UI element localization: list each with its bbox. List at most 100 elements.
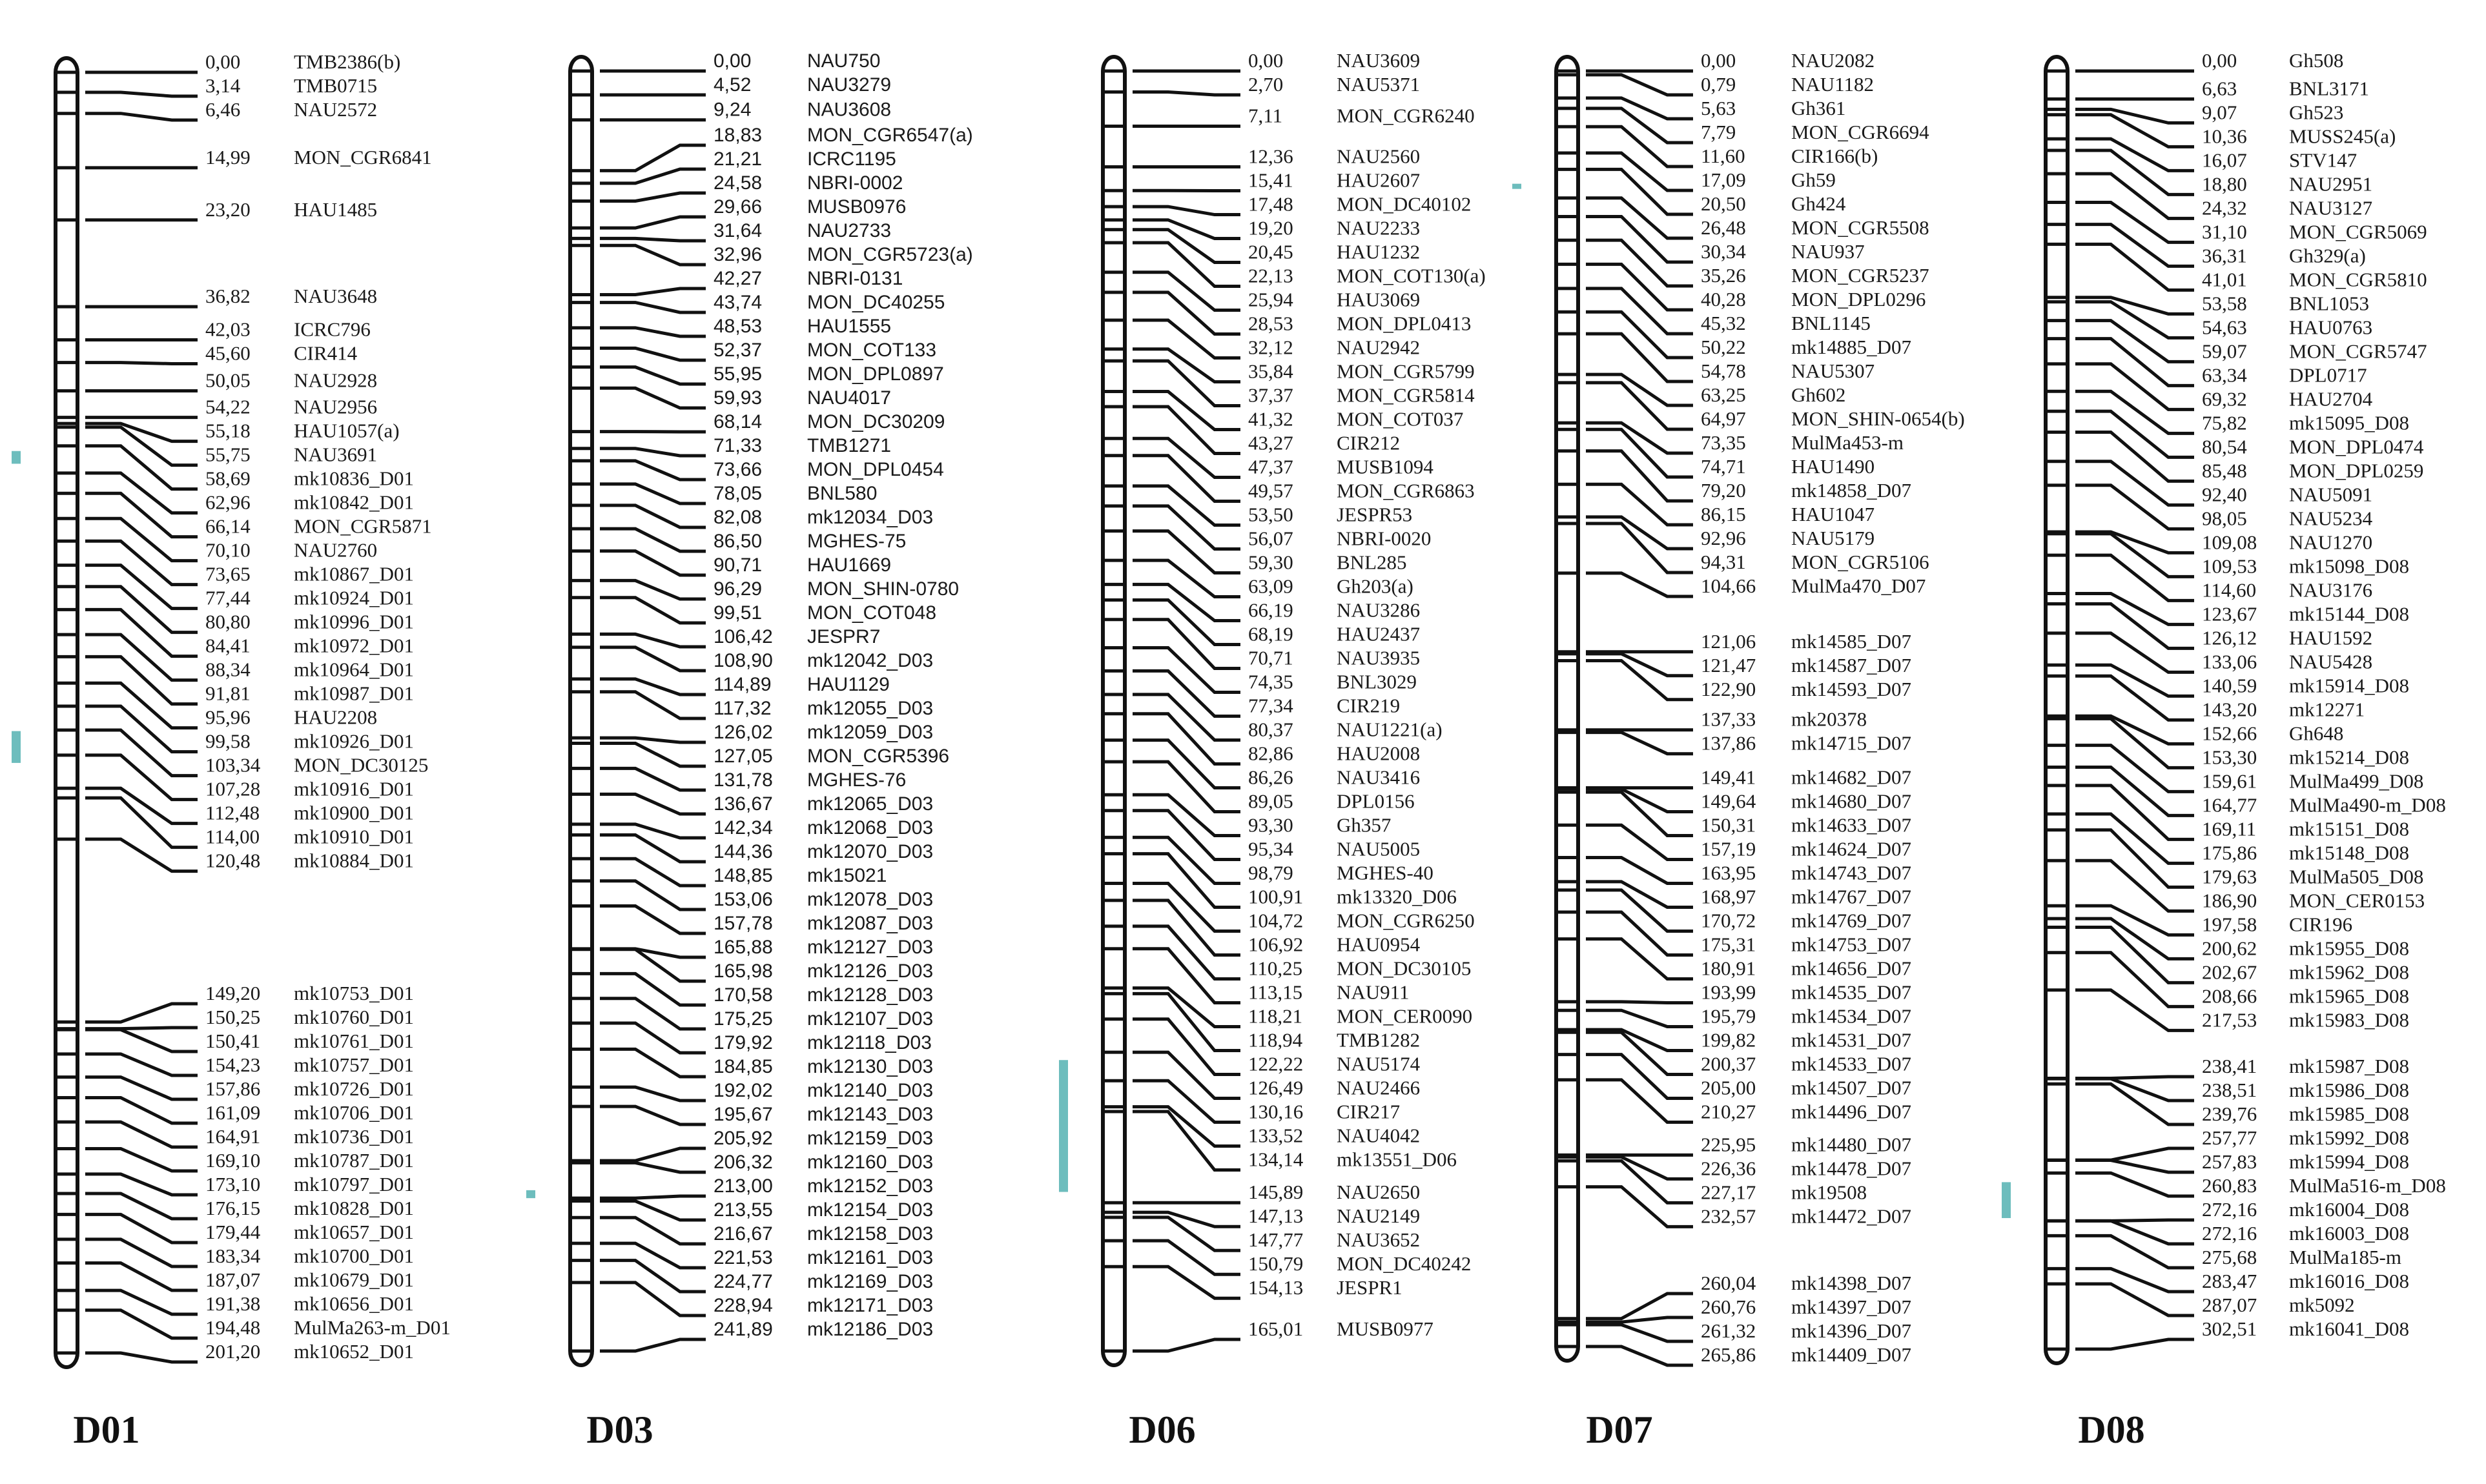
marker-name: NAU1182 xyxy=(1791,73,1874,96)
marker-name: MON_SHIN-0780 xyxy=(807,578,959,600)
marker-name: HAU1129 xyxy=(807,674,890,695)
marker-NAU3608: 9,24 NAU3608 xyxy=(600,99,891,122)
marker-MON_CGR5106: 94,31 MON_CGR5106 xyxy=(1586,522,1929,574)
marker-position: 16,07 xyxy=(2202,148,2247,171)
marker-name: NAU2951 xyxy=(2289,172,2372,195)
marker-NAU2733: 31,64 NAU2733 xyxy=(600,220,891,243)
marker-connector-line xyxy=(600,365,706,386)
marker-position: 200,37 xyxy=(1701,1052,1756,1075)
marker-name: mk14682_D07 xyxy=(1791,766,1911,788)
marker-MON_CER0153: 186,90 MON_CER0153 xyxy=(2075,859,2425,913)
marker-connector-line xyxy=(85,422,198,443)
marker-connector-line xyxy=(600,301,706,314)
marker-name: mk12118_D03 xyxy=(807,1032,932,1053)
marker-mk15992_D08: 257,77 mk15992_D08 xyxy=(2075,1126,2409,1162)
marker-NBRI-0020: 56,07 NBRI-0020 xyxy=(1133,504,1431,551)
marker-name: MON_CGR6841 xyxy=(294,146,432,168)
marker-name: HAU2607 xyxy=(1337,169,1420,192)
marker-connector-line xyxy=(600,1085,706,1103)
marker-connector-line xyxy=(85,1261,198,1292)
marker-connector-line xyxy=(1586,1028,1693,1052)
marker-mk14593_D07: 122,90 mk14593_D07 xyxy=(1586,658,1911,702)
marker-name: MUSB1094 xyxy=(1337,456,1433,478)
marker-MulMa470_D07: 104,66 MulMa470_D07 xyxy=(1586,571,1926,598)
marker-name: mk15962_D08 xyxy=(2289,961,2409,983)
marker-position: 104,72 xyxy=(1248,910,1303,932)
qtl-region-marker xyxy=(1512,183,1521,189)
marker-position: 55,18 xyxy=(205,420,251,442)
marker-position: 86,26 xyxy=(1248,766,1293,789)
marker-connector-line xyxy=(1133,693,1240,742)
marker-connector-line xyxy=(600,243,706,267)
marker-connector-line xyxy=(2075,483,2194,531)
marker-connector-line xyxy=(2075,362,2194,411)
marker-NAU2082: 0,00 NAU2082 xyxy=(1586,49,1875,73)
marker-position: 225,95 xyxy=(1701,1133,1756,1155)
marker-name: mk12171_D03 xyxy=(807,1295,933,1316)
marker-MON_COT037: 41,32 MON_COT037 xyxy=(1133,390,1463,432)
marker-name: mk12169_D03 xyxy=(807,1271,933,1292)
marker-position: 71,33 xyxy=(714,435,762,456)
marker-connector-line xyxy=(2075,113,2194,148)
marker-name: NAU1221(a) xyxy=(1337,718,1443,741)
marker-position: 77,34 xyxy=(1248,695,1293,717)
marker-position: 114,60 xyxy=(2202,578,2256,601)
marker-mk13320_D06: 100,91 mk13320_D06 xyxy=(1133,852,1457,910)
marker-connector-line xyxy=(85,112,198,122)
marker-name: NAU937 xyxy=(1791,240,1865,263)
marker-BNL3171: 6,63 BNL3171 xyxy=(2075,77,2369,101)
marker-connector-line xyxy=(85,444,198,491)
marker-mk10884_D01: 120,48 mk10884_D01 xyxy=(85,837,414,873)
marker-position: 96,29 xyxy=(714,578,762,600)
marker-connector-line xyxy=(85,753,198,802)
marker-connector-line xyxy=(1133,241,1240,289)
marker-position: 54,78 xyxy=(1701,360,1746,382)
marker-name: mk15021 xyxy=(807,865,887,886)
marker-position: 68,14 xyxy=(714,411,762,432)
marker-position: 134,14 xyxy=(1248,1148,1304,1171)
marker-mk12186_D03: 241,89 mk12186_D03 xyxy=(600,1319,933,1353)
marker-name: mk16003_D08 xyxy=(2289,1222,2409,1245)
marker-HAU1485: 23,20 HAU1485 xyxy=(85,198,377,222)
marker-mk10910_D01: 114,00 mk10910_D01 xyxy=(85,796,414,849)
marker-MON_CGR5396: 127,05 MON_CGR5396 xyxy=(600,742,949,768)
marker-name: mk15965_D08 xyxy=(2289,984,2409,1007)
marker-name: mk10652_D01 xyxy=(294,1340,414,1363)
marker-name: MON_DPL0413 xyxy=(1337,312,1471,335)
marker-MUSB0976: 29,66 MUSB0976 xyxy=(600,196,906,230)
marker-CIR219: 77,34 CIR219 xyxy=(1133,669,1400,718)
marker-connector-line xyxy=(85,796,198,849)
marker-position: 94,31 xyxy=(1701,551,1746,573)
chromosome-D08: 0,00 Gh508 6,63 BNL3171 9,07 Gh523 10,36 MUSS24… xyxy=(2002,49,2446,1451)
marker-position: 10,36 xyxy=(2202,125,2247,147)
marker-name: mk14656_D07 xyxy=(1791,957,1911,979)
marker-connector-line xyxy=(1586,652,1693,678)
marker-MulMa185-m: 275,68 MulMa185-m xyxy=(2075,1234,2401,1270)
marker-mk10916_D01: 107,28 mk10916_D01 xyxy=(85,753,414,802)
marker-mk10706_D01: 161,09 mk10706_D01 xyxy=(85,1095,414,1125)
marker-position: 227,17 xyxy=(1701,1181,1756,1203)
marker-position: 217,53 xyxy=(2202,1008,2257,1031)
marker-name: mk19508 xyxy=(1791,1181,1867,1203)
marker-position: 157,19 xyxy=(1701,837,1756,860)
marker-position: 283,47 xyxy=(2202,1270,2257,1292)
marker-position: 257,83 xyxy=(2202,1150,2257,1173)
marker-MON_DC40255: 43,74 MON_DC40255 xyxy=(600,292,945,314)
marker-position: 26,48 xyxy=(1701,216,1746,239)
marker-position: 149,41 xyxy=(1701,766,1756,788)
marker-connector-line xyxy=(2075,319,2194,363)
marker-name: MulMa490-m_D08 xyxy=(2289,793,2446,816)
marker-connector-line xyxy=(1133,712,1240,766)
marker-position: 133,52 xyxy=(1248,1124,1303,1147)
marker-mk14885_D07: 50,22 mk14885_D07 xyxy=(1586,310,1911,360)
marker-name: mk12034_D03 xyxy=(807,507,933,528)
marker-name: mk14397_D07 xyxy=(1791,1296,1911,1318)
marker-name: MON_DPL0259 xyxy=(2289,459,2423,482)
marker-name: TMB1282 xyxy=(1337,1029,1420,1052)
marker-position: 180,91 xyxy=(1701,957,1756,979)
marker-MON_SHIN-0780: 96,29 MON_SHIN-0780 xyxy=(600,578,959,601)
marker-position: 23,20 xyxy=(205,198,251,221)
marker-name: NAU2082 xyxy=(1791,49,1875,72)
marker-name: mk10987_D01 xyxy=(294,682,414,705)
marker-position: 107,28 xyxy=(205,778,260,800)
